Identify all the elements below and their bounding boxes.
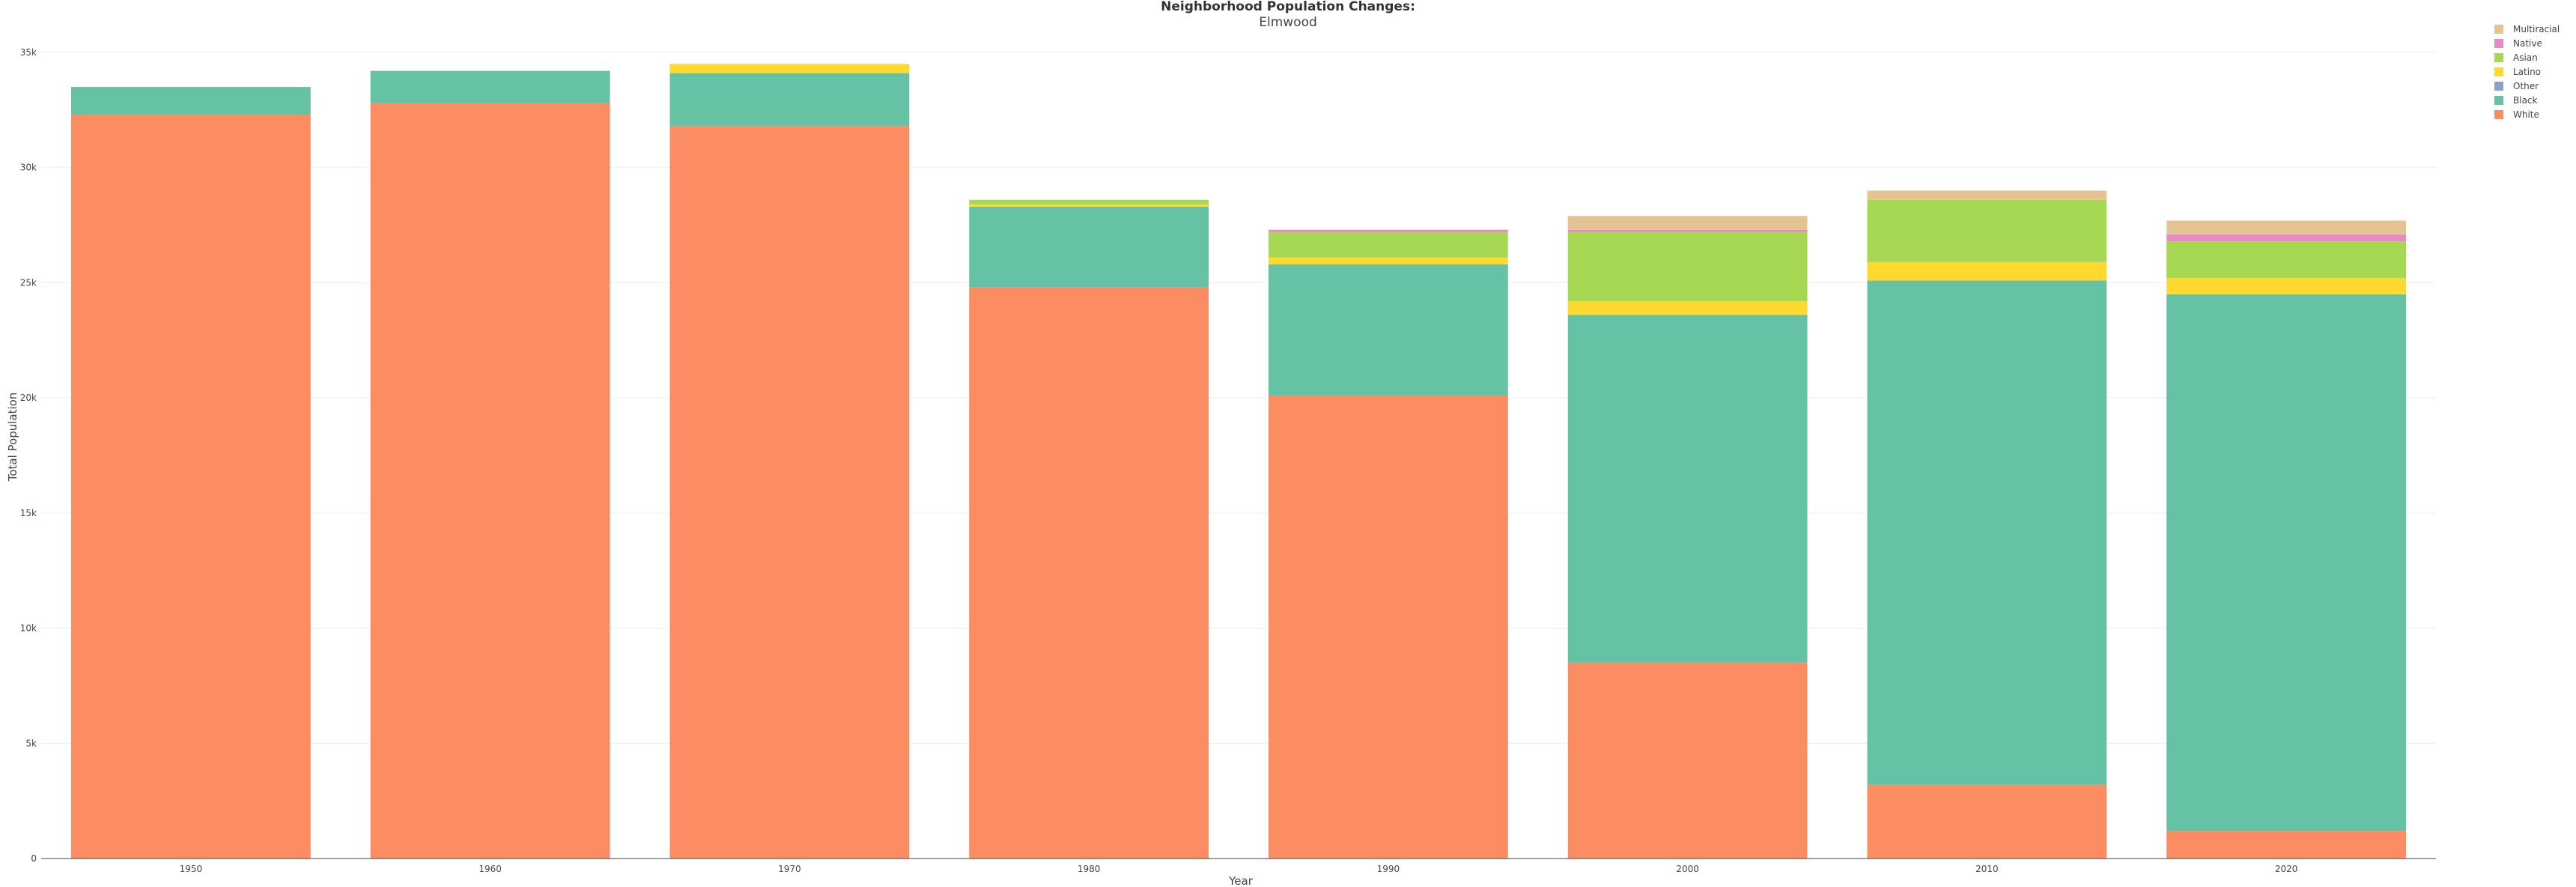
x-axis-ticks: 1950 1960 1970 1980 1990 2000 2010 2020 xyxy=(180,864,2298,874)
legend-label-latino: Latino xyxy=(2513,67,2541,77)
x-tick-label: 2000 xyxy=(1676,864,1699,874)
bar-latino-1980 xyxy=(969,204,1209,207)
bar-multiracial-2010 xyxy=(1867,190,2107,200)
bar-latino-1990 xyxy=(1268,257,1508,264)
y-axis-ticks: 0 5k 10k 15k 20k 25k 30k 35k xyxy=(20,47,37,864)
bar-black-2000 xyxy=(1567,315,1808,663)
y-tick-label: 5k xyxy=(25,738,37,748)
x-tick-label: 2010 xyxy=(1975,864,1999,874)
bar-latino-2000 xyxy=(1567,301,1808,315)
bar-asian-1980 xyxy=(969,199,1209,205)
bars xyxy=(70,64,2407,859)
legend-label-asian: Asian xyxy=(2513,52,2538,63)
bar-multiracial-2000 xyxy=(1567,216,1808,230)
bar-white-1950 xyxy=(70,115,311,859)
bar-multiracial-2020 xyxy=(2166,220,2407,234)
legend-swatch-white xyxy=(2494,110,2503,119)
y-tick-label: 10k xyxy=(20,623,37,634)
bar-black-2010 xyxy=(1867,280,2107,785)
bar-asian-1990 xyxy=(1268,231,1508,258)
y-tick-label: 15k xyxy=(20,508,37,518)
x-tick-label: 1970 xyxy=(778,864,801,874)
bar-asian-2000 xyxy=(1567,231,1808,302)
bar-asian-2010 xyxy=(1867,199,2107,262)
y-tick-label: 20k xyxy=(20,393,37,403)
legend: Multiracial Native Asian Latino Other Black Wh… xyxy=(2494,24,2560,120)
bar-white-1960 xyxy=(370,103,610,859)
chart-title: Neighborhood Population Changes: xyxy=(1161,0,1415,14)
y-axis-label: Total Population xyxy=(6,393,19,482)
legend-swatch-native xyxy=(2494,39,2503,48)
bar-white-1980 xyxy=(969,287,1209,859)
x-axis-label: Year xyxy=(1228,874,1254,887)
bar-native-2000 xyxy=(1567,229,1808,232)
legend-label-multiracial: Multiracial xyxy=(2513,24,2560,34)
bar-native-1990 xyxy=(1268,229,1508,232)
bar-black-1960 xyxy=(370,70,610,103)
bar-black-2020 xyxy=(2166,294,2407,832)
bar-latino-2020 xyxy=(2166,278,2407,294)
bar-asian-2020 xyxy=(2166,241,2407,279)
x-tick-label: 1950 xyxy=(180,864,203,874)
bar-black-1980 xyxy=(969,206,1209,288)
bar-native-2020 xyxy=(2166,234,2407,242)
legend-swatch-black xyxy=(2494,96,2503,105)
bar-black-1990 xyxy=(1268,264,1508,396)
x-tick-label: 2020 xyxy=(2275,864,2298,874)
y-tick-label: 25k xyxy=(20,277,37,288)
legend-swatch-latino xyxy=(2494,67,2503,76)
bar-white-1970 xyxy=(669,126,910,859)
bar-latino-1970 xyxy=(669,64,910,73)
bar-white-1990 xyxy=(1268,396,1508,859)
bar-white-2010 xyxy=(1867,784,2107,859)
chart-subtitle: Elmwood xyxy=(1259,15,1317,30)
legend-label-other: Other xyxy=(2513,81,2539,91)
y-tick-label: 0 xyxy=(31,853,37,864)
bar-black-1970 xyxy=(669,73,910,127)
x-tick-label: 1990 xyxy=(1377,864,1400,874)
legend-label-black: Black xyxy=(2513,95,2538,106)
legend-swatch-asian xyxy=(2494,53,2503,62)
legend-label-white: White xyxy=(2513,109,2539,120)
bar-white-2020 xyxy=(2166,831,2407,859)
x-tick-label: 1980 xyxy=(1078,864,1101,874)
x-tick-label: 1960 xyxy=(479,864,502,874)
legend-swatch-other xyxy=(2494,82,2503,91)
y-tick-label: 30k xyxy=(20,163,37,173)
legend-label-native: Native xyxy=(2513,38,2542,49)
bar-latino-2010 xyxy=(1867,261,2107,281)
bar-white-2000 xyxy=(1567,662,1808,859)
legend-swatch-multiracial xyxy=(2494,25,2503,34)
y-tick-label: 35k xyxy=(20,47,37,58)
bar-black-1950 xyxy=(70,87,311,115)
